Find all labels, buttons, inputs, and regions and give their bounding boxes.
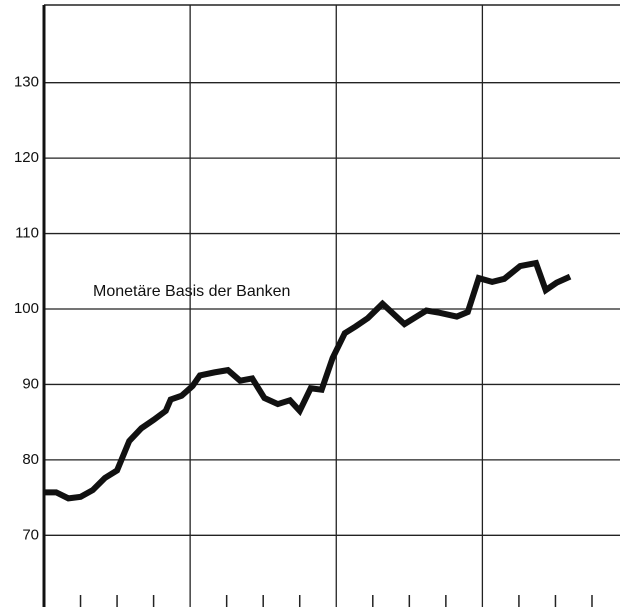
y-tick-label: 110	[15, 225, 39, 242]
series-annotation: Monetäre Basis der Banken	[93, 283, 290, 300]
y-tick-label: 70	[22, 526, 39, 543]
y-tick-label: 80	[22, 451, 39, 468]
y-tick-label: 130	[14, 74, 39, 91]
data-line	[44, 259, 572, 502]
y-tick-label: 120	[14, 149, 39, 166]
y-tick-label: 90	[22, 375, 39, 392]
y-tick-label: 100	[14, 300, 39, 317]
